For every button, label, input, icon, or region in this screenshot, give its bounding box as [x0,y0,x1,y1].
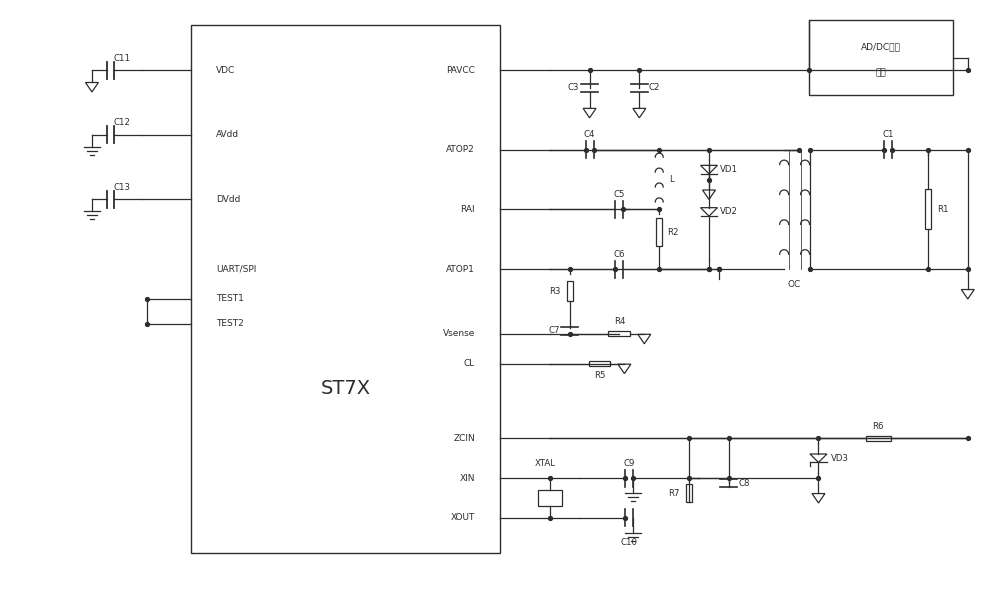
Text: R2: R2 [667,228,679,237]
Text: PAVCC: PAVCC [446,65,475,75]
Text: XIN: XIN [460,474,475,482]
Text: R1: R1 [937,205,949,214]
Text: RAI: RAI [460,205,475,214]
Text: TEST2: TEST2 [216,319,244,328]
Text: L: L [669,175,674,184]
Text: XTAL: XTAL [534,459,555,468]
Text: R4: R4 [614,317,625,326]
Text: VD2: VD2 [720,207,738,216]
Bar [925,190,931,229]
Text: C3: C3 [568,84,579,92]
Text: C7: C7 [549,326,560,335]
Bar [567,281,573,301]
Text: R5: R5 [594,371,605,380]
Text: C11: C11 [113,54,130,62]
Text: AD/DC转换: AD/DC转换 [861,42,901,51]
Text: R6: R6 [872,422,884,431]
Text: C5: C5 [614,190,625,199]
Bar [608,332,630,336]
Text: TEST1: TEST1 [216,294,244,303]
Text: DVdd: DVdd [216,195,241,204]
Bar [809,20,953,95]
Text: C10: C10 [621,538,638,547]
Text: UART/SPI: UART/SPI [216,264,257,274]
Text: C2: C2 [649,84,660,92]
Text: 芯片: 芯片 [875,68,886,77]
Text: AVdd: AVdd [216,130,239,139]
Text: Vsense: Vsense [443,329,475,338]
Text: C9: C9 [624,459,635,468]
Text: C13: C13 [113,183,130,192]
Text: C6: C6 [614,250,625,259]
Text: ATOP1: ATOP1 [446,264,475,274]
Bar [866,436,891,441]
Text: R3: R3 [549,286,560,296]
Text: ATOP2: ATOP2 [446,145,475,154]
Text: ST7X: ST7X [321,379,371,398]
Bar [656,219,662,246]
Text: OC: OC [788,280,801,289]
Text: ZCIN: ZCIN [453,434,475,443]
Bar [589,361,610,366]
Bar [686,484,692,502]
Text: XOUT: XOUT [451,514,475,522]
Text: R7: R7 [668,488,680,498]
Bar [538,490,562,506]
Bar [191,25,500,552]
Text: VD3: VD3 [831,454,849,463]
Text: C12: C12 [113,118,130,127]
Text: C8: C8 [738,479,750,488]
Text: VD1: VD1 [720,165,738,174]
Text: VDC: VDC [216,65,236,75]
Text: C1: C1 [882,130,894,139]
Text: CL: CL [464,359,475,368]
Text: C4: C4 [584,130,595,139]
